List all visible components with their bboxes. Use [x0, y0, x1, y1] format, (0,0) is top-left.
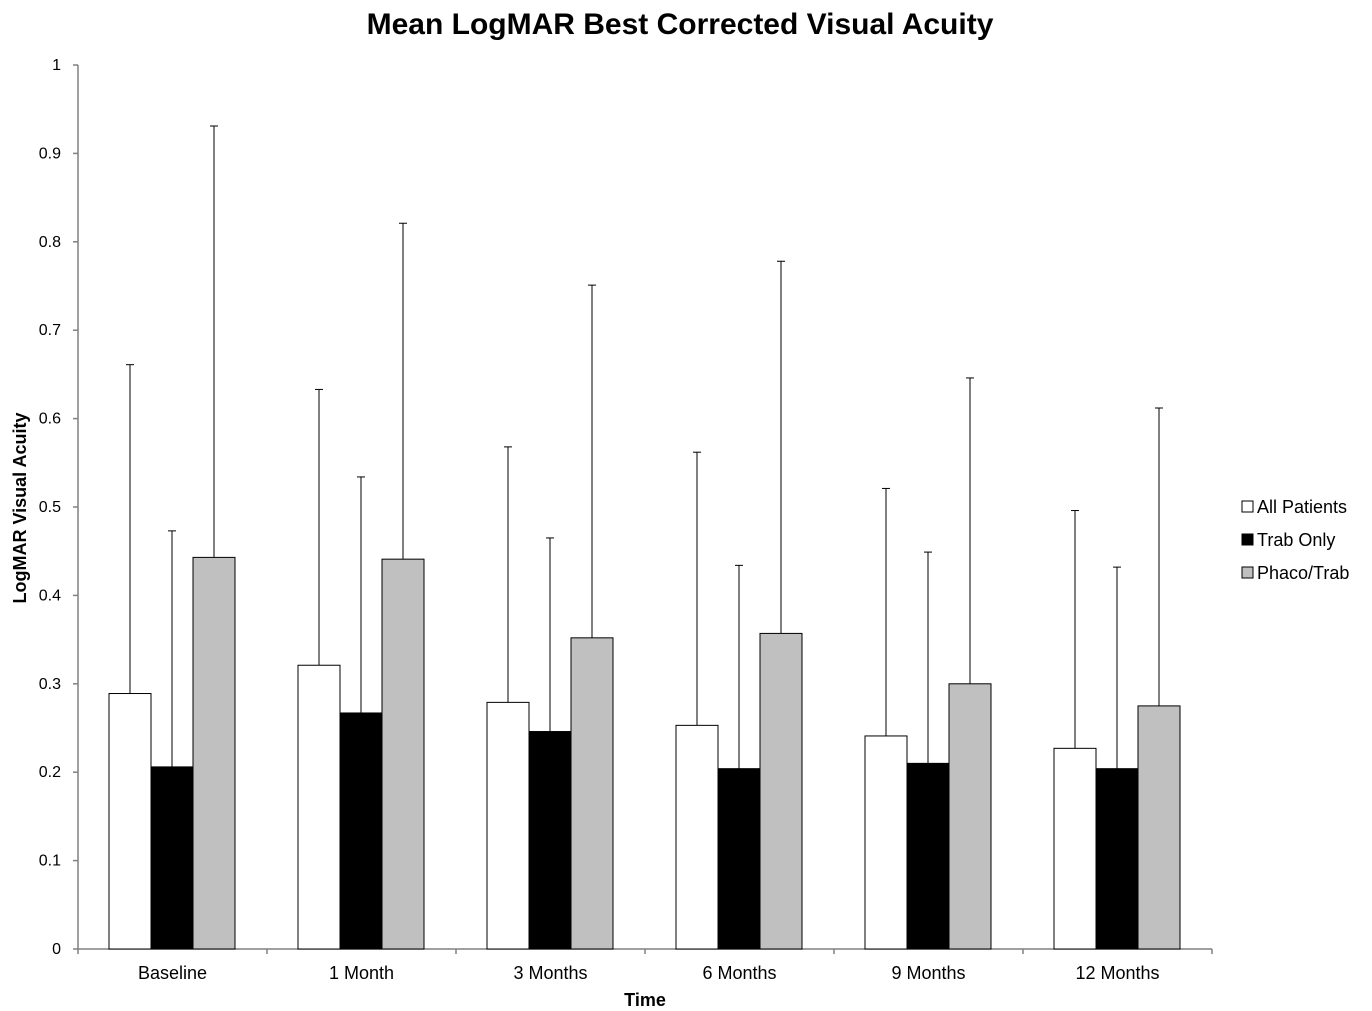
y-axis-label: LogMAR Visual Acuity [10, 412, 30, 603]
y-tick-label: 0 [52, 941, 61, 958]
x-axis-label: Time [624, 990, 666, 1010]
bar [570, 637, 614, 950]
chart-title: Mean LogMAR Best Corrected Visual Acuity [367, 8, 994, 41]
legend-swatch [1241, 500, 1254, 513]
y-tick-label: 0.8 [39, 234, 61, 251]
bar [297, 664, 341, 950]
bar [150, 766, 194, 950]
bar [759, 632, 803, 950]
bar [192, 556, 236, 950]
y-tick-label: 0.2 [39, 764, 61, 781]
y-tick-label: 0.4 [39, 587, 61, 604]
bar [864, 735, 908, 950]
bar [948, 683, 992, 950]
bar [486, 701, 530, 950]
legend-label: Phaco/Trab [1257, 563, 1349, 583]
bar [1137, 705, 1181, 950]
bar [339, 712, 383, 950]
y-tick-label: 0.9 [39, 145, 61, 162]
legend-swatch [1241, 533, 1254, 546]
y-tick-label: 0.1 [39, 853, 61, 870]
x-tick-label: 3 Months [513, 963, 587, 983]
y-tick-label: 0.7 [39, 322, 61, 339]
bar [108, 693, 152, 950]
legend-label: Trab Only [1257, 530, 1335, 550]
bar [1095, 768, 1139, 950]
legend-swatch [1241, 566, 1254, 579]
bar [528, 731, 572, 950]
legend: All Patients Trab Only Phaco/Trab [1241, 497, 1349, 583]
bar [906, 762, 950, 950]
y-tick-label: 0.6 [39, 411, 61, 428]
x-tick-label: 9 Months [891, 963, 965, 983]
bar [717, 768, 761, 950]
x-tick-label: 1 Month [329, 963, 394, 983]
y-tick-label: 0.5 [39, 499, 61, 516]
plot-area: 0 0.1 0.2 0.3 0.4 0.5 0.6 0.7 0.8 0.9 1 Baseline 1 M… [39, 57, 1213, 983]
legend-label: All Patients [1257, 497, 1347, 517]
x-tick-label: 6 Months [702, 963, 776, 983]
y-tick-label: 0.3 [39, 676, 61, 693]
bar [1053, 747, 1097, 950]
x-tick-label: Baseline [138, 963, 207, 983]
bar [675, 724, 719, 950]
y-tick-label: 1 [52, 57, 61, 74]
bar [381, 558, 425, 950]
x-tick-label: 12 Months [1075, 963, 1159, 983]
